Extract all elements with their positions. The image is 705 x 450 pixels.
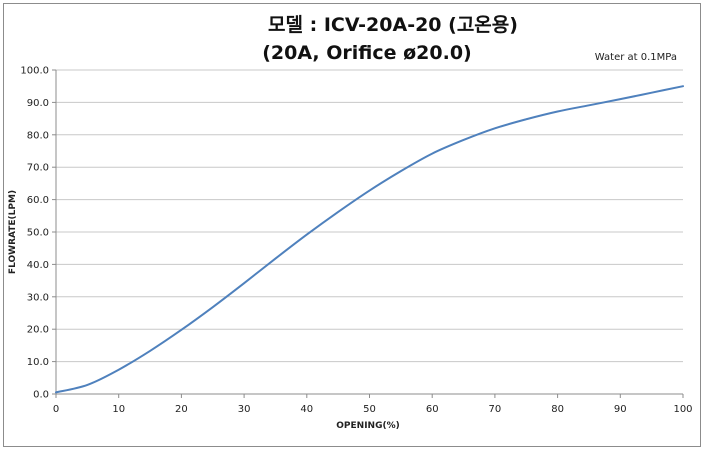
x-tick-labels: 0 10 20 30 40 50 60 70 80 90 100 <box>53 404 693 415</box>
chart-annotation: Water at 0.1MPa <box>595 52 677 63</box>
x-tick-label: 20 <box>175 404 188 415</box>
y-tick-label: 60.0 <box>27 195 49 206</box>
chart-subtitle: (20A, Orifice ø20.0) <box>262 42 472 64</box>
x-tick-label: 10 <box>112 404 125 415</box>
x-tick-label: 40 <box>300 404 313 415</box>
y-tick-label: 90.0 <box>27 98 49 109</box>
y-tick-label: 40.0 <box>27 260 49 271</box>
y-tick-label: 10.0 <box>27 357 49 368</box>
y-tick-labels: 0.0 10.0 20.0 30.0 40.0 50.0 60.0 70.0 80.0 90.0 1… <box>20 66 49 401</box>
x-tick-label: 90 <box>614 404 627 415</box>
x-tick-label: 50 <box>363 404 376 415</box>
y-tick-label: 0.0 <box>33 390 49 401</box>
series-layer <box>55 85 684 394</box>
y-tick-label: 20.0 <box>27 325 49 336</box>
x-tick-label: 60 <box>426 404 439 415</box>
y-tick-label: 100.0 <box>20 66 49 77</box>
y-tick-label: 50.0 <box>27 228 49 239</box>
chart-frame <box>3 3 701 447</box>
y-tick-label: 80.0 <box>27 130 49 141</box>
y-tick-label: 70.0 <box>27 163 49 174</box>
grid-lines <box>56 69 683 363</box>
x-tick-label: 30 <box>238 404 251 415</box>
axes <box>52 69 684 398</box>
x-axis-label: OPENING(%) <box>336 421 399 431</box>
flowrate-series-line <box>55 85 684 394</box>
x-tick-label: 80 <box>551 404 564 415</box>
x-tick-label: 70 <box>489 404 502 415</box>
y-tick-label: 30.0 <box>27 292 49 303</box>
chart-title: 모델 : ICV-20A-20 (고온용) <box>268 14 518 36</box>
x-tick-label: 100 <box>673 404 692 415</box>
x-tick-label: 0 <box>53 404 59 415</box>
y-axis-label: FLOWRATE(LPM) <box>8 190 18 274</box>
